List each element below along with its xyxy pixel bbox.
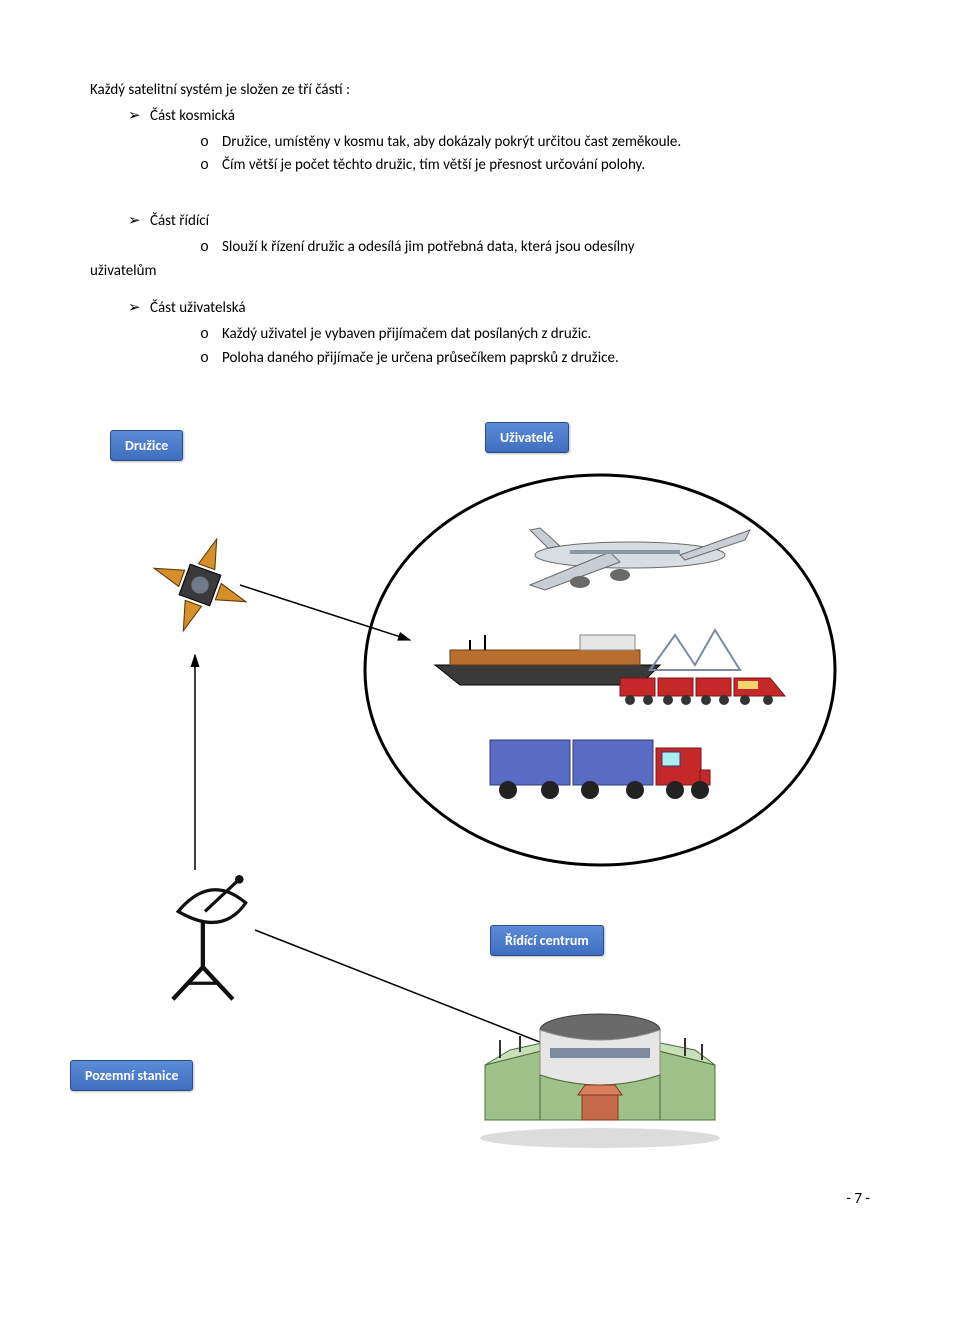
circle-bullet-icon: o [200,155,222,177]
satellite-icon [135,520,265,650]
triangle-bullet-icon: ➢ [128,298,150,320]
page-number: - 7 - [90,1190,870,1208]
triangle-bullet-icon: ➢ [128,211,150,233]
section1-bullet2: Čím větší je počet těchto družic, tím vě… [222,155,645,177]
triangle-bullet-icon: ➢ [128,106,150,128]
section3-title: Část uživatelská [150,298,246,320]
ground-dish-icon [140,860,270,1010]
section3-bullet2: Poloha daného přijímače je určena průseč… [222,348,619,370]
intro-text: Každý satelitní systém je složen ze tří … [90,80,870,102]
section3-bullet1: Každý uživatel je vybaven přijímačem dat… [222,324,591,346]
circle-bullet-icon: o [200,132,222,154]
label-druzice: Družice [110,430,183,461]
circle-bullet-icon: o [200,324,222,346]
control-center-icon [470,970,730,1150]
section2-bullet1: Slouží k řízení družic a odesílá jim pot… [222,237,635,259]
circle-bullet-icon: o [200,237,222,259]
diagram-container: Družice Uživatelé Řídící centrum Pozemní… [90,400,870,1160]
section2-title: Část řídící [150,211,209,233]
section1-bullet1: Družice, umístěny v kosmu tak, aby dokáz… [222,132,681,154]
label-pozemni-stanice: Pozemní stanice [70,1060,193,1091]
users-ellipse-icon [350,460,850,880]
section2-continuation: uživatelům [90,261,870,283]
label-ridici-centrum: Řídící centrum [490,925,604,956]
label-uzivatele: Uživatelé [485,422,569,453]
section1-title: Část kosmická [150,106,235,128]
circle-bullet-icon: o [200,348,222,370]
